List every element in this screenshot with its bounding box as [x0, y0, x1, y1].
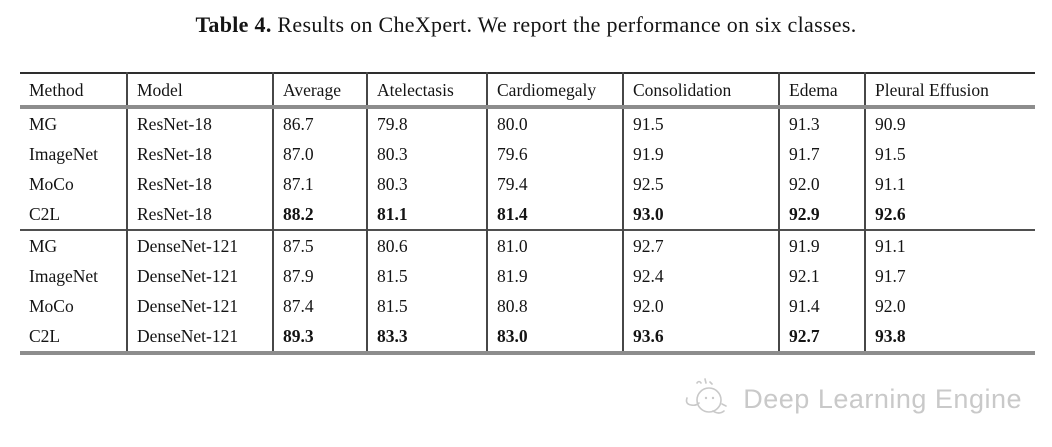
cell-edema: 91.4 — [778, 291, 865, 321]
cell-average: 89.3 — [272, 321, 367, 353]
table-row: MG DenseNet-121 87.5 80.6 81.0 92.7 91.9 91.1 — [20, 229, 1035, 261]
cell-model: ResNet-18 — [126, 139, 273, 169]
cell-edema: 92.7 — [778, 321, 865, 353]
table-row: C2L DenseNet-121 89.3 83.3 83.0 93.6 92.7 93.8 — [20, 321, 1035, 353]
cell-cardiomegaly: 80.8 — [486, 291, 623, 321]
cell-average: 87.9 — [272, 261, 367, 291]
cell-cardiomegaly: 79.4 — [486, 169, 623, 199]
cell-method: C2L — [29, 204, 61, 224]
cell-average: 87.1 — [272, 169, 367, 199]
cell-average: 87.0 — [272, 139, 367, 169]
table-caption: Table 4. Results on CheXpert. We report … — [0, 12, 1052, 38]
cell-edema: 92.9 — [778, 199, 865, 230]
cell-cardiomegaly: 80.0 — [486, 107, 623, 139]
cell-consolidation: 93.0 — [622, 199, 779, 230]
cell-edema: 91.3 — [778, 107, 865, 139]
column-header-atelectasis: Atelectasis — [366, 73, 487, 109]
cell-edema: 91.7 — [778, 139, 865, 169]
table-row: MG ResNet-18 86.7 79.8 80.0 91.5 91.3 90.9 — [20, 107, 1035, 139]
cell-average: 87.5 — [272, 229, 367, 261]
cell-consolidation: 92.5 — [622, 169, 779, 199]
cell-edema: 91.9 — [778, 229, 865, 261]
cell-method: MG — [20, 229, 127, 261]
column-header-model: Model — [126, 73, 273, 109]
cell-consolidation: 91.9 — [622, 139, 779, 169]
cell-atelectasis: 80.3 — [366, 139, 487, 169]
cell-average: 87.4 — [272, 291, 367, 321]
cell-pleural-effusion: 91.1 — [864, 229, 1035, 261]
cell-cardiomegaly: 81.9 — [486, 261, 623, 291]
column-header-consolidation: Consolidation — [622, 73, 779, 109]
cell-model: ResNet-18 — [126, 199, 273, 230]
cell-method: MoCo — [29, 296, 74, 316]
cell-method: ImageNet — [29, 144, 98, 164]
cell-consolidation: 91.5 — [622, 107, 779, 139]
cell-atelectasis: 81.1 — [366, 199, 487, 230]
cell-cardiomegaly: 79.6 — [486, 139, 623, 169]
column-header-cardiomegaly: Cardiomegaly — [486, 73, 623, 109]
cell-model: DenseNet-121 — [126, 229, 273, 261]
cell-method: MoCo — [29, 174, 74, 194]
table-row: MoCo ResNet-18 87.1 80.3 79.4 92.5 92.0 91.1 — [20, 169, 1035, 199]
cell-atelectasis: 80.6 — [366, 229, 487, 261]
watermark-text: Deep Learning Engine — [743, 383, 1022, 414]
table-row: C2L ResNet-18 88.2 81.1 81.4 93.0 92.9 92.6 — [20, 199, 1035, 230]
cell-cardiomegaly: 81.4 — [486, 199, 623, 230]
mascot-sparkle-icon — [683, 376, 735, 422]
cell-atelectasis: 79.8 — [366, 107, 487, 139]
cell-method: ImageNet — [29, 266, 98, 286]
cell-atelectasis: 81.5 — [366, 291, 487, 321]
cell-atelectasis: 81.5 — [366, 261, 487, 291]
cell-pleural-effusion: 91.5 — [864, 139, 1035, 169]
table-row: MoCo DenseNet-121 87.4 81.5 80.8 92.0 91.4 92.0 — [20, 291, 1035, 321]
cell-atelectasis: 83.3 — [366, 321, 487, 353]
column-header-average: Average — [272, 73, 367, 109]
header-row: Method Model Average Atelectasis Cardiomegal… — [20, 73, 1035, 109]
results-table-header: Method Model Average Atelectasis Cardiomegal… — [20, 73, 1035, 109]
cell-method: C2L — [29, 326, 61, 346]
cell-method: MG — [29, 114, 58, 134]
table-row: ImageNet DenseNet-121 87.9 81.5 81.9 92.4 92.1… — [20, 261, 1035, 291]
cell-pleural-effusion: 90.9 — [864, 107, 1035, 139]
table-row: ImageNet ResNet-18 87.0 80.3 79.6 91.9 91.7 91.… — [20, 139, 1035, 169]
cell-pleural-effusion: 91.7 — [864, 261, 1035, 291]
cell-consolidation: 92.4 — [622, 261, 779, 291]
cell-model: ResNet-18 — [126, 169, 273, 199]
cell-cardiomegaly: 81.0 — [486, 229, 623, 261]
results-table: Method Model Average Atelectasis Cardiomegal… — [20, 72, 1035, 355]
cell-average: 86.7 — [272, 107, 367, 139]
cell-edema: 92.0 — [778, 169, 865, 199]
column-header-pleural-effusion: Pleural Effusion — [864, 73, 1035, 109]
cell-average: 88.2 — [272, 199, 367, 230]
column-header-edema: Edema — [778, 73, 865, 109]
cell-model: ResNet-18 — [126, 107, 273, 139]
column-header-method: Method — [20, 73, 127, 109]
cell-consolidation: 92.7 — [622, 229, 779, 261]
cell-cardiomegaly: 83.0 — [486, 321, 623, 353]
watermark: Deep Learning Engine — [683, 376, 1022, 422]
table-caption-text: Results on CheXpert. We report the perfo… — [271, 12, 857, 37]
table-caption-label: Table 4. — [195, 12, 272, 37]
cell-edema: 92.1 — [778, 261, 865, 291]
cell-model: DenseNet-121 — [126, 291, 273, 321]
cell-consolidation: 92.0 — [622, 291, 779, 321]
cell-model: DenseNet-121 — [126, 261, 273, 291]
results-table-body: MG ResNet-18 86.7 79.8 80.0 91.5 91.3 90.9 Image… — [20, 107, 1035, 353]
cell-consolidation: 93.6 — [622, 321, 779, 353]
cell-pleural-effusion: 91.1 — [864, 169, 1035, 199]
cell-pleural-effusion: 92.0 — [864, 291, 1035, 321]
cell-pleural-effusion: 92.6 — [864, 199, 1035, 230]
cell-atelectasis: 80.3 — [366, 169, 487, 199]
cell-model: DenseNet-121 — [126, 321, 273, 353]
cell-pleural-effusion: 93.8 — [864, 321, 1035, 353]
